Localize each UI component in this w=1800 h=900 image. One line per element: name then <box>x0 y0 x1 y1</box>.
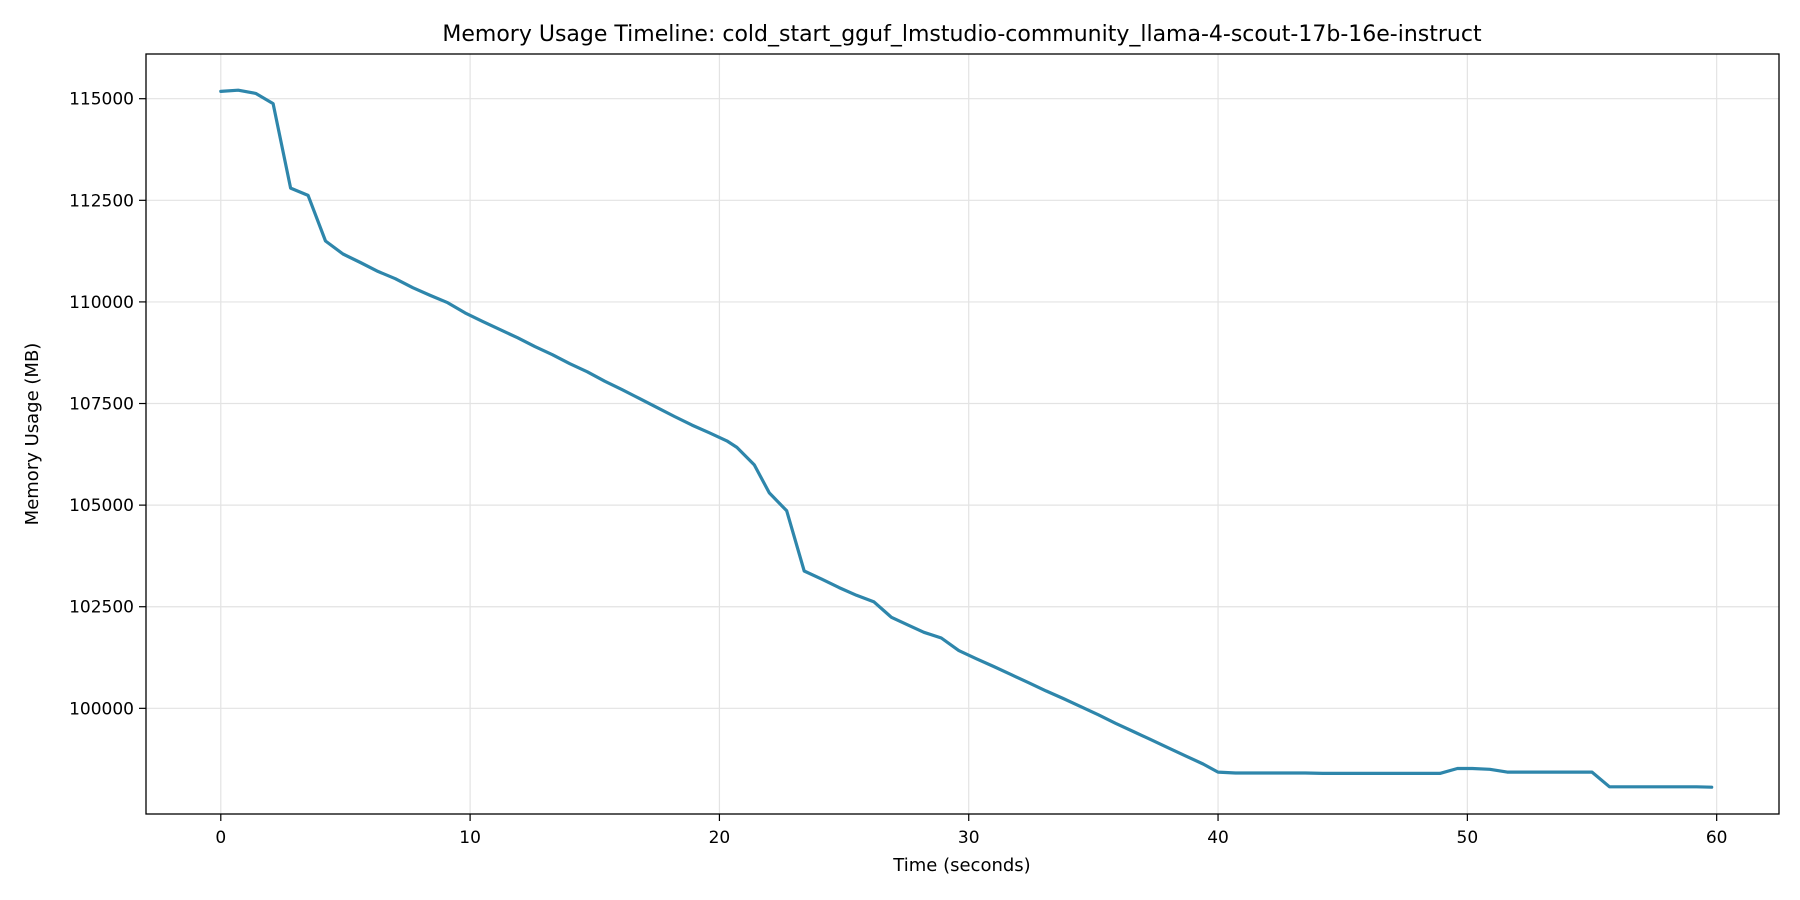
x-axis-label: Time (seconds) <box>892 855 1030 876</box>
y-axis-label: Memory Usage (MB) <box>22 343 43 526</box>
memory-usage-line <box>219 88 1714 789</box>
y-tick-label: 105000 <box>69 496 134 516</box>
y-axis-ticks: 100000 102500 105000 107500 110000 112500 1150… <box>69 90 146 719</box>
x-tick-label: 60 <box>1706 828 1728 848</box>
x-tick-label: 40 <box>1207 828 1229 848</box>
x-tick-label: 20 <box>709 828 731 848</box>
y-tick-label: 110000 <box>69 293 134 313</box>
x-tick-label: 10 <box>459 828 481 848</box>
chart-title: Memory Usage Timeline: cold_start_gguf_l… <box>442 22 1482 47</box>
plot-frame <box>145 53 1780 815</box>
y-tick-label: 102500 <box>69 598 134 618</box>
grid-lines <box>146 54 1779 814</box>
x-tick-label: 0 <box>215 828 226 848</box>
y-tick-label: 100000 <box>69 699 134 719</box>
y-tick-label: 112500 <box>69 191 134 211</box>
y-tick-label: 107500 <box>69 395 134 415</box>
y-tick-label: 115000 <box>69 90 134 110</box>
x-axis-ticks: 0 10 20 30 40 50 60 <box>215 814 1727 848</box>
x-tick-label: 50 <box>1457 828 1479 848</box>
series-line-group <box>219 88 1714 789</box>
x-tick-label: 30 <box>958 828 980 848</box>
